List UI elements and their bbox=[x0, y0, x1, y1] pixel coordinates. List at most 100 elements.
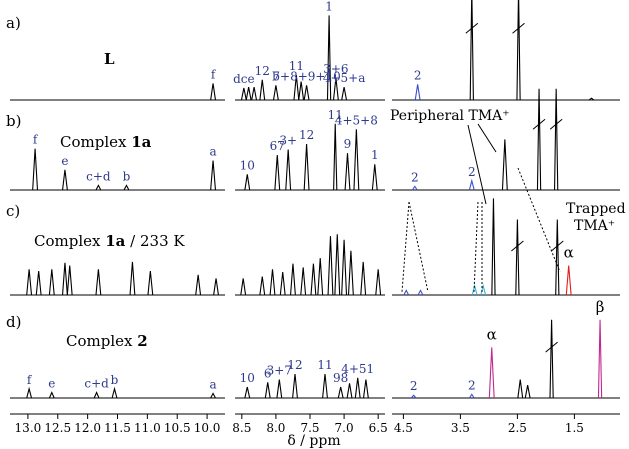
break-mark-2-29 bbox=[511, 240, 524, 252]
peak-label-1-7: 3+ bbox=[279, 134, 297, 148]
panel-title-c: Complex 1a / 233 K bbox=[34, 232, 185, 250]
panel-title-b-text: Complex bbox=[60, 133, 131, 151]
peak-label-0-6: 11 bbox=[289, 59, 304, 73]
peak-2-1 bbox=[35, 271, 42, 296]
peak-2-21 bbox=[347, 250, 354, 296]
peak-2-28 bbox=[491, 198, 496, 296]
x-axis-title: δ / ppm bbox=[287, 433, 340, 449]
peak-3-3 bbox=[111, 386, 118, 399]
peak-label-3-4: a bbox=[209, 377, 216, 391]
peak-3-20 bbox=[597, 319, 603, 399]
panel-title-a: L bbox=[104, 50, 115, 68]
peak-label-0-8: 7+8+9+10 bbox=[272, 69, 340, 83]
peak-1-12 bbox=[371, 164, 378, 191]
peak-label-1-12: 1 bbox=[371, 148, 379, 162]
peak-0-3 bbox=[251, 87, 258, 101]
annotation-peripheral-tma: Peripheral TMA⁺ bbox=[390, 108, 510, 124]
break-mark-3-19 bbox=[545, 341, 558, 353]
tick-label-0: 13.0 bbox=[15, 421, 42, 435]
peak-0-4 bbox=[259, 79, 266, 101]
tick-label-14: 2.5 bbox=[508, 421, 527, 435]
peak-label-3-6: 6 bbox=[264, 366, 272, 380]
peak-2-16 bbox=[310, 263, 317, 296]
peak-2-2 bbox=[48, 269, 55, 296]
panel-title-c-bold: 1a bbox=[105, 232, 125, 250]
peak-label-0-5: b bbox=[272, 69, 280, 83]
break-mark-0-14 bbox=[512, 22, 525, 34]
peak-1-0 bbox=[32, 148, 39, 191]
peak-0-9 bbox=[326, 15, 332, 101]
peak-2-12 bbox=[269, 269, 276, 296]
peak-1-15 bbox=[501, 139, 508, 191]
peak-2-24 bbox=[403, 289, 410, 296]
peak-1-7 bbox=[285, 149, 292, 191]
peak-0-7 bbox=[298, 81, 305, 101]
panel-title-c-suffix: / 233 K bbox=[125, 232, 185, 250]
dotted-link-1 bbox=[408, 201, 429, 293]
peak-2-30 bbox=[555, 219, 560, 296]
peak-3-14 bbox=[410, 394, 417, 399]
peak-2-26 bbox=[471, 283, 478, 296]
peak-0-6 bbox=[293, 75, 300, 101]
peak-3-6 bbox=[264, 382, 271, 399]
peak-label-3-3: b bbox=[111, 373, 119, 387]
panel-title-b: Complex 1a bbox=[60, 133, 152, 151]
peak-2-13 bbox=[279, 271, 286, 296]
peak-2-19 bbox=[334, 234, 341, 296]
peak-label-0-1: dce bbox=[233, 72, 255, 86]
peak-label-3-10: 98 bbox=[333, 371, 348, 385]
peak-1-9 bbox=[333, 123, 338, 191]
peak-0-12 bbox=[414, 84, 421, 101]
annotation-arrow-peripheral-1 bbox=[467, 124, 487, 205]
tick-label-6: 10.0 bbox=[194, 421, 221, 435]
peak-2-3 bbox=[61, 262, 68, 296]
panel-title-d-text: Complex bbox=[66, 332, 137, 350]
peak-3-5 bbox=[244, 386, 251, 399]
peak-2-17 bbox=[317, 258, 324, 296]
peak-2-9 bbox=[213, 278, 219, 296]
peak-3-19 bbox=[549, 319, 554, 399]
peak-0-1 bbox=[240, 87, 247, 101]
peak-1-8 bbox=[303, 143, 310, 191]
peak-label-2-31: α bbox=[564, 244, 574, 262]
panel-letter-d: d) bbox=[6, 313, 21, 331]
peak-label-3-5: 10 bbox=[240, 371, 255, 385]
peak-2-29 bbox=[515, 219, 520, 296]
panel-title-d-bold: 2 bbox=[137, 332, 147, 350]
peak-0-14 bbox=[516, 0, 521, 101]
peak-label-3-20: β bbox=[596, 298, 605, 316]
peak-label-1-8: 12 bbox=[299, 128, 314, 142]
peak-1-10 bbox=[344, 153, 351, 191]
peak-label-1-5: 10 bbox=[240, 158, 255, 172]
peak-1-6 bbox=[274, 155, 281, 191]
peak-1-11 bbox=[353, 129, 360, 191]
peak-label-0-4: 12 bbox=[255, 64, 270, 78]
peak-label-1-4: a bbox=[209, 145, 216, 159]
peak-label-1-3: b bbox=[123, 169, 131, 183]
peak-label-3-15: 2 bbox=[468, 378, 476, 392]
peak-label-3-7: 3+7 bbox=[267, 364, 292, 378]
peak-2-10 bbox=[240, 278, 247, 296]
peak-3-16 bbox=[488, 347, 495, 399]
peak-1-17 bbox=[554, 88, 559, 191]
peak-label-0-12: 2 bbox=[414, 68, 422, 82]
peak-3-17 bbox=[517, 379, 524, 399]
tick-label-2: 12.0 bbox=[74, 421, 101, 435]
peak-0-15 bbox=[588, 97, 595, 101]
peak-1-16 bbox=[536, 88, 542, 191]
peak-3-15 bbox=[468, 393, 475, 399]
dotted-link-5 bbox=[517, 167, 561, 273]
peak-2-25 bbox=[417, 289, 424, 296]
tick-label-4: 11.0 bbox=[134, 421, 161, 435]
peak-3-9 bbox=[322, 374, 328, 399]
peak-2-11 bbox=[259, 276, 266, 296]
dotted-link-3 bbox=[473, 201, 479, 293]
peak-3-2 bbox=[93, 391, 100, 399]
tick-label-3: 11.5 bbox=[104, 421, 131, 435]
peak-label-0-10: 3+6 bbox=[323, 62, 348, 76]
peak-2-15 bbox=[300, 267, 307, 296]
peak-2-6 bbox=[129, 261, 136, 296]
peak-label-3-0: f bbox=[27, 373, 33, 387]
